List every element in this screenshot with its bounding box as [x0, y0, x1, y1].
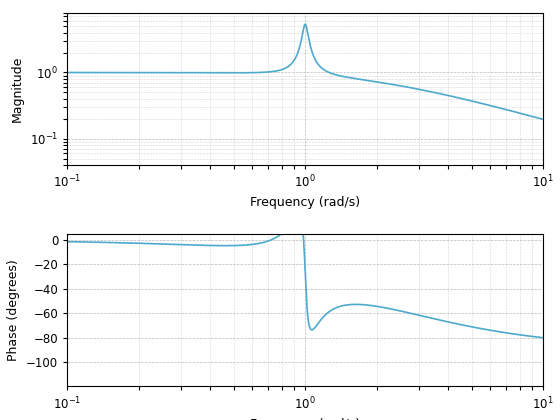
X-axis label: Frequency (rad/s): Frequency (rad/s) [250, 197, 360, 209]
Y-axis label: Magnitude: Magnitude [11, 56, 24, 122]
Y-axis label: Phase (degrees): Phase (degrees) [7, 259, 21, 361]
X-axis label: Frequency (rad/s): Frequency (rad/s) [250, 417, 360, 420]
